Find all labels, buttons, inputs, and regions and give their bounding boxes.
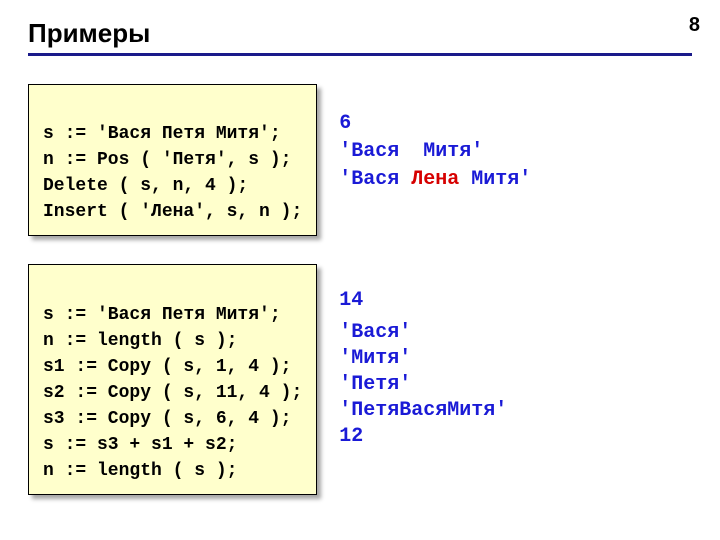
output-box-1: 6 'Вася Митя' 'Вася Лена Митя' [339,110,531,194]
output-line: 'Вася Митя' [339,138,531,166]
output-line: 'ПетяВасяМитя' [339,398,507,424]
code-line: Delete ( s, n, 4 ); [43,176,248,196]
output-line: 'Вася Лена Митя' [339,166,531,194]
output-text: Митя' [459,168,531,191]
page-title: Примеры [28,18,692,49]
code-line: s2 := Copy ( s, 11, 4 ); [43,383,302,403]
code-line: n := Pos ( 'Петя', s ); [43,150,291,170]
output-line: 12 [339,424,507,450]
output-line: 6 [339,110,531,138]
code-line: n := length ( s ); [43,331,237,351]
output-line: 'Митя' [339,346,507,372]
code-line: s3 := Copy ( s, 6, 4 ); [43,409,291,429]
code-line: s := 'Вася Петя Митя'; [43,305,281,325]
title-rule [28,53,692,56]
page-number: 8 [689,14,700,37]
output-box-2: 14 'Вася' 'Митя' 'Петя' 'ПетяВасяМитя' 1… [339,288,507,450]
code-line: s1 := Copy ( s, 1, 4 ); [43,357,291,377]
output-line: 'Вася' [339,320,507,346]
code-line: s := 'Вася Петя Митя'; [43,124,281,144]
code-box-1: s := 'Вася Петя Митя'; n := Pos ( 'Петя'… [28,84,317,236]
example-block-1: s := 'Вася Петя Митя'; n := Pos ( 'Петя'… [28,84,692,236]
code-box-2: s := 'Вася Петя Митя'; n := length ( s )… [28,264,317,495]
example-block-2: s := 'Вася Петя Митя'; n := length ( s )… [28,264,692,495]
output-line: 14 [339,288,507,314]
code-line: s := s3 + s1 + s2; [43,435,237,455]
output-line: 'Петя' [339,372,507,398]
code-line: n := length ( s ); [43,461,237,481]
output-text-highlight: Лена [411,168,459,191]
output-text: 'Вася [339,168,411,191]
code-line: Insert ( 'Лена', s, n ); [43,202,302,222]
